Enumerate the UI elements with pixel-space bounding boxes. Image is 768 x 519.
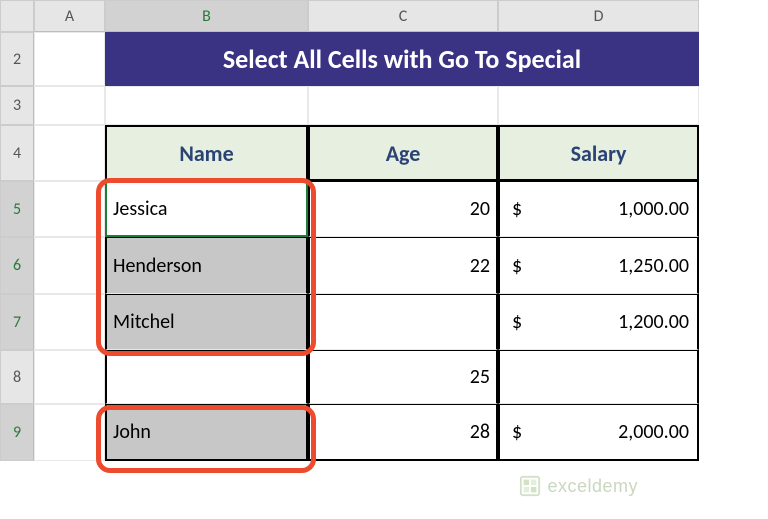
- cell-age-7[interactable]: [308, 294, 498, 350]
- table-header-age[interactable]: Age: [308, 125, 498, 181]
- cell-age-5[interactable]: 20: [308, 181, 498, 237]
- cell-age-6[interactable]: 22: [308, 237, 498, 294]
- salary-amount: 1,250.00: [618, 254, 691, 278]
- row-header-6[interactable]: 6: [0, 237, 34, 294]
- cell-name-7[interactable]: Mitchel: [105, 294, 308, 350]
- cell-salary-7[interactable]: $1,200.00: [498, 294, 699, 350]
- cell-A7[interactable]: [34, 294, 105, 350]
- cell-A2[interactable]: [34, 32, 105, 86]
- table-header-name[interactable]: Name: [105, 125, 308, 181]
- cell-A6[interactable]: [34, 237, 105, 294]
- salary-amount: 2,000.00: [618, 420, 691, 444]
- row-header-9[interactable]: 9: [0, 404, 34, 461]
- cell-B3[interactable]: [105, 86, 308, 125]
- salary-amount: 1,000.00: [618, 197, 691, 221]
- salary-amount: 1,200.00: [618, 310, 691, 334]
- cell-A9[interactable]: [34, 404, 105, 461]
- cell-A4[interactable]: [34, 125, 105, 181]
- cell-age-9[interactable]: 28: [308, 404, 498, 461]
- spreadsheet-grid: ABCD 2 Select All Cells with Go To Special…: [0, 0, 699, 461]
- title-banner: Select All Cells with Go To Special: [105, 32, 699, 86]
- cell-name-9[interactable]: John: [105, 404, 308, 461]
- cell-salary-6[interactable]: $1,250.00: [498, 237, 699, 294]
- currency-symbol: $: [506, 420, 522, 444]
- column-header-A[interactable]: A: [34, 0, 105, 32]
- row-header-7[interactable]: 7: [0, 294, 34, 350]
- column-header-D[interactable]: D: [498, 0, 699, 32]
- cell-A5[interactable]: [34, 181, 105, 237]
- cell-salary-9[interactable]: $2,000.00: [498, 404, 699, 461]
- currency-symbol: $: [506, 310, 522, 334]
- currency-symbol: $: [506, 197, 522, 221]
- cell-C3[interactable]: [308, 86, 498, 125]
- cell-age-8[interactable]: 25: [308, 350, 498, 404]
- column-header-C[interactable]: C: [308, 0, 498, 32]
- select-all-corner[interactable]: [0, 0, 34, 32]
- currency-symbol: $: [506, 254, 522, 278]
- row-header-5[interactable]: 5: [0, 181, 34, 237]
- column-header-B[interactable]: B: [105, 0, 308, 32]
- watermark-text: exceldemy: [547, 476, 638, 497]
- watermark: exceldemy: [519, 475, 638, 497]
- row-header-2[interactable]: 2: [0, 32, 34, 86]
- cell-salary-8[interactable]: [498, 350, 699, 404]
- row-header-3[interactable]: 3: [0, 86, 34, 125]
- row-header-8[interactable]: 8: [0, 350, 34, 404]
- cell-name-6[interactable]: Henderson: [105, 237, 308, 294]
- cell-A3[interactable]: [34, 86, 105, 125]
- cell-name-5[interactable]: Jessica: [105, 181, 308, 237]
- cell-salary-5[interactable]: $1,000.00: [498, 181, 699, 237]
- row-header-4[interactable]: 4: [0, 125, 34, 181]
- cell-A8[interactable]: [34, 350, 105, 404]
- table-header-salary[interactable]: Salary: [498, 125, 699, 181]
- cell-D3[interactable]: [498, 86, 699, 125]
- cell-name-8[interactable]: [105, 350, 308, 404]
- watermark-icon: [519, 475, 541, 497]
